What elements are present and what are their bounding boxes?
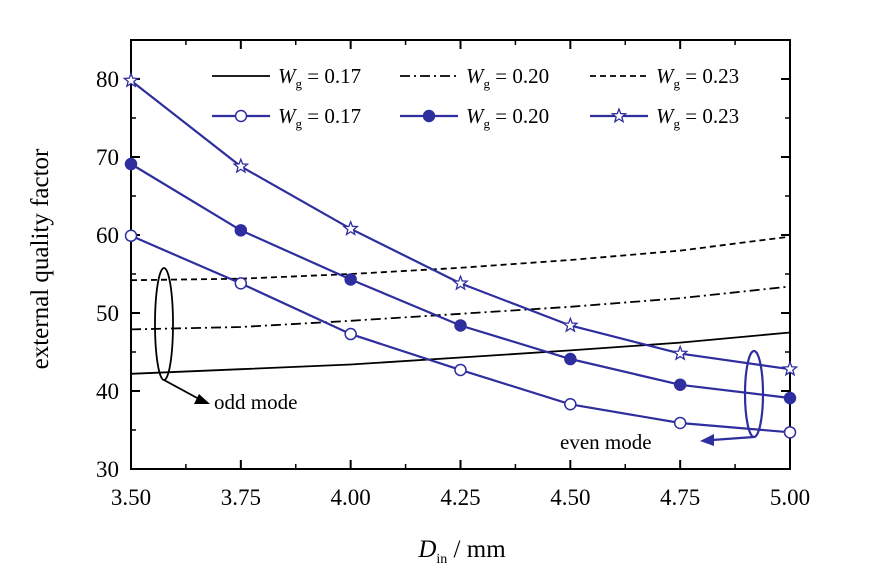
legend: Wg = 0.17 Wg = 0.20 Wg = 0.23 Wg = 0.17 Wg =… bbox=[212, 64, 739, 131]
marker-filled-circle bbox=[422, 109, 436, 123]
legend-label: Wg = 0.20 bbox=[466, 64, 549, 91]
marker-filled-circle bbox=[783, 391, 797, 405]
legend-label: Wg = 0.23 bbox=[656, 104, 739, 131]
x-tick-label: 4.00 bbox=[331, 485, 371, 510]
marker-filled-circle bbox=[673, 378, 687, 392]
y-axis-title: external quality factor bbox=[27, 148, 54, 369]
y-tick-label: 80 bbox=[96, 67, 119, 92]
legend-label: Wg = 0.17 bbox=[278, 64, 361, 91]
marker-open-circle bbox=[564, 398, 577, 411]
y-tick-label: 70 bbox=[96, 145, 119, 170]
odd-mode-arrowhead bbox=[194, 394, 210, 404]
y-tick-label: 50 bbox=[96, 301, 119, 326]
marker-open-star bbox=[671, 344, 689, 361]
axes: 3.50 3.75 4.00 4.25 4.50 4.75 5.00 30 40 50 60 70 80… bbox=[96, 39, 810, 567]
x-axis-title: Din / mm bbox=[417, 536, 506, 567]
y-tick-label: 30 bbox=[96, 457, 119, 482]
series-line-odd-0 bbox=[130, 331, 791, 375]
marker-filled-circle bbox=[564, 352, 577, 366]
marker-open-star bbox=[610, 107, 628, 124]
series-line-odd-1 bbox=[130, 285, 791, 331]
series-layer bbox=[130, 79, 791, 434]
y-tick-label: 40 bbox=[96, 379, 119, 404]
marker-filled-circle bbox=[124, 157, 138, 171]
marker-open-circle bbox=[124, 229, 138, 243]
marker-open-circle bbox=[783, 426, 797, 439]
even-mode-arrowhead bbox=[700, 434, 714, 446]
marker-open-star bbox=[342, 219, 360, 236]
series-line-odd-2 bbox=[130, 235, 791, 282]
y-tick-label: 60 bbox=[96, 223, 119, 248]
marker-open-star bbox=[122, 71, 140, 88]
legend-label: Wg = 0.23 bbox=[656, 64, 739, 91]
even-mode-arrow bbox=[711, 435, 755, 442]
marker-open-circle bbox=[234, 277, 248, 290]
marker-layer bbox=[122, 71, 799, 439]
legend-label: Wg = 0.20 bbox=[466, 104, 549, 131]
marker-open-star bbox=[781, 360, 799, 377]
x-tick-label: 3.50 bbox=[111, 485, 151, 510]
marker-filled-circle bbox=[454, 319, 467, 332]
even-mode-label: even mode bbox=[560, 430, 652, 454]
marker-open-circle bbox=[234, 109, 248, 123]
odd-mode-label: odd mode bbox=[214, 390, 297, 414]
marker-open-circle bbox=[673, 416, 687, 430]
marker-open-star bbox=[561, 316, 579, 333]
x-tick-label: 4.50 bbox=[550, 485, 590, 510]
annotations: odd mode even mode bbox=[154, 267, 765, 454]
odd-mode-ellipse bbox=[154, 267, 174, 381]
marker-open-star bbox=[232, 157, 250, 174]
legend-label: Wg = 0.17 bbox=[278, 104, 361, 131]
marker-filled-circle bbox=[344, 273, 357, 286]
marker-filled-circle bbox=[234, 224, 248, 237]
x-tick-label: 3.75 bbox=[221, 485, 261, 510]
x-tick-label: 4.25 bbox=[440, 485, 480, 510]
marker-open-star bbox=[452, 274, 469, 291]
odd-mode-arrow bbox=[163, 379, 200, 400]
marker-open-circle bbox=[454, 363, 467, 377]
marker-open-circle bbox=[344, 327, 357, 341]
x-tick-label: 4.75 bbox=[660, 485, 700, 510]
x-tick-label: 5.00 bbox=[770, 485, 810, 510]
